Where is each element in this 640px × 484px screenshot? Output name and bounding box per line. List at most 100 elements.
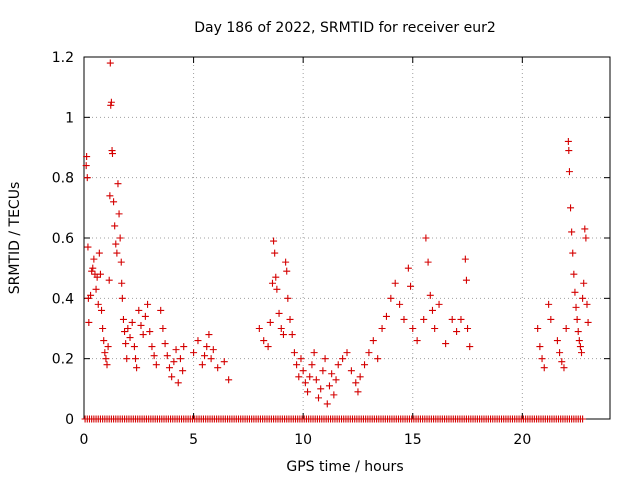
data-point bbox=[174, 379, 182, 387]
data-point bbox=[290, 349, 298, 357]
data-point bbox=[400, 315, 408, 323]
data-point bbox=[108, 150, 116, 158]
data-point bbox=[547, 315, 555, 323]
data-point bbox=[442, 340, 450, 348]
data-point bbox=[107, 101, 115, 109]
data-point bbox=[330, 391, 338, 399]
data-point bbox=[144, 300, 152, 308]
data-point bbox=[275, 309, 283, 317]
data-point bbox=[118, 294, 126, 302]
data-point bbox=[94, 300, 102, 308]
data-point bbox=[573, 315, 581, 323]
data-point bbox=[172, 346, 180, 354]
y-axis-label: SRMTID / TECUs bbox=[7, 182, 23, 295]
data-point bbox=[271, 249, 279, 257]
data-point bbox=[312, 376, 320, 384]
data-point bbox=[466, 343, 474, 351]
y-tick-label: 0 bbox=[65, 412, 74, 428]
data-point bbox=[286, 315, 294, 323]
data-point bbox=[565, 168, 573, 176]
tick-layer: 0 0.2 0.4 0.6 0.8 1 1.2 0 5 10 15 20 bbox=[52, 50, 610, 448]
data-point bbox=[564, 137, 572, 145]
data-point bbox=[567, 204, 575, 212]
data-point bbox=[374, 355, 382, 363]
data-point bbox=[321, 355, 329, 363]
data-point bbox=[361, 361, 369, 369]
data-point bbox=[576, 343, 584, 351]
data-point bbox=[343, 349, 351, 357]
x-tick-label: 15 bbox=[404, 432, 422, 448]
data-point bbox=[279, 331, 287, 339]
data-point bbox=[114, 180, 122, 188]
data-point bbox=[354, 388, 362, 396]
data-point bbox=[583, 300, 591, 308]
data-point bbox=[123, 355, 131, 363]
data-point bbox=[553, 337, 561, 345]
data-point bbox=[130, 343, 138, 351]
data-point bbox=[159, 325, 167, 332]
data-point bbox=[536, 343, 544, 351]
data-point bbox=[141, 312, 149, 320]
data-point bbox=[581, 225, 589, 233]
data-point bbox=[101, 349, 109, 357]
data-point bbox=[396, 300, 404, 308]
data-point bbox=[209, 346, 217, 354]
data-point bbox=[422, 234, 430, 242]
data-point bbox=[562, 325, 570, 332]
data-point bbox=[295, 373, 303, 381]
data-point bbox=[137, 321, 145, 329]
x-tick-label: 5 bbox=[189, 432, 198, 448]
data-point bbox=[315, 394, 323, 402]
data-point bbox=[110, 198, 118, 206]
data-point bbox=[201, 352, 209, 360]
data-point bbox=[288, 331, 296, 339]
data-point bbox=[205, 331, 213, 339]
data-point bbox=[407, 282, 415, 290]
data-point bbox=[575, 337, 583, 345]
data-point bbox=[352, 379, 360, 387]
data-point bbox=[426, 291, 434, 299]
data-point bbox=[157, 306, 165, 314]
data-point bbox=[85, 318, 93, 326]
x-axis-label: GPS time / hours bbox=[286, 459, 403, 475]
data-point bbox=[332, 376, 340, 384]
data-point bbox=[579, 294, 587, 302]
data-point bbox=[558, 358, 566, 366]
data-point bbox=[107, 98, 115, 106]
y-tick-label: 0.4 bbox=[52, 291, 74, 307]
data-point bbox=[304, 388, 312, 396]
data-point bbox=[404, 264, 412, 272]
data-point bbox=[387, 294, 395, 302]
data-point bbox=[98, 306, 106, 314]
data-point bbox=[100, 337, 108, 345]
data-point bbox=[356, 373, 364, 381]
data-point bbox=[207, 355, 215, 363]
data-point bbox=[152, 361, 160, 369]
y-tick-label: 1 bbox=[65, 110, 74, 126]
data-point bbox=[190, 349, 198, 357]
data-point bbox=[121, 328, 129, 336]
data-point bbox=[268, 279, 276, 287]
data-point bbox=[122, 340, 130, 348]
data-point bbox=[568, 228, 576, 236]
data-point bbox=[461, 255, 469, 263]
data-point bbox=[214, 364, 222, 372]
data-point bbox=[378, 325, 386, 332]
y-tick-label: 0.2 bbox=[52, 352, 74, 368]
data-point bbox=[572, 303, 580, 311]
data-point bbox=[453, 328, 461, 336]
data-point bbox=[112, 240, 120, 248]
data-point bbox=[83, 153, 91, 161]
data-point bbox=[431, 325, 439, 332]
data-point bbox=[89, 264, 97, 272]
data-point bbox=[179, 367, 187, 375]
data-point bbox=[103, 361, 111, 369]
x-tick-label: 0 bbox=[80, 432, 89, 448]
data-point bbox=[133, 364, 141, 372]
data-point bbox=[424, 258, 432, 266]
data-point bbox=[317, 385, 325, 393]
data-point bbox=[448, 315, 456, 323]
data-point bbox=[170, 358, 178, 366]
data-point bbox=[84, 243, 92, 251]
data-point bbox=[306, 373, 314, 381]
